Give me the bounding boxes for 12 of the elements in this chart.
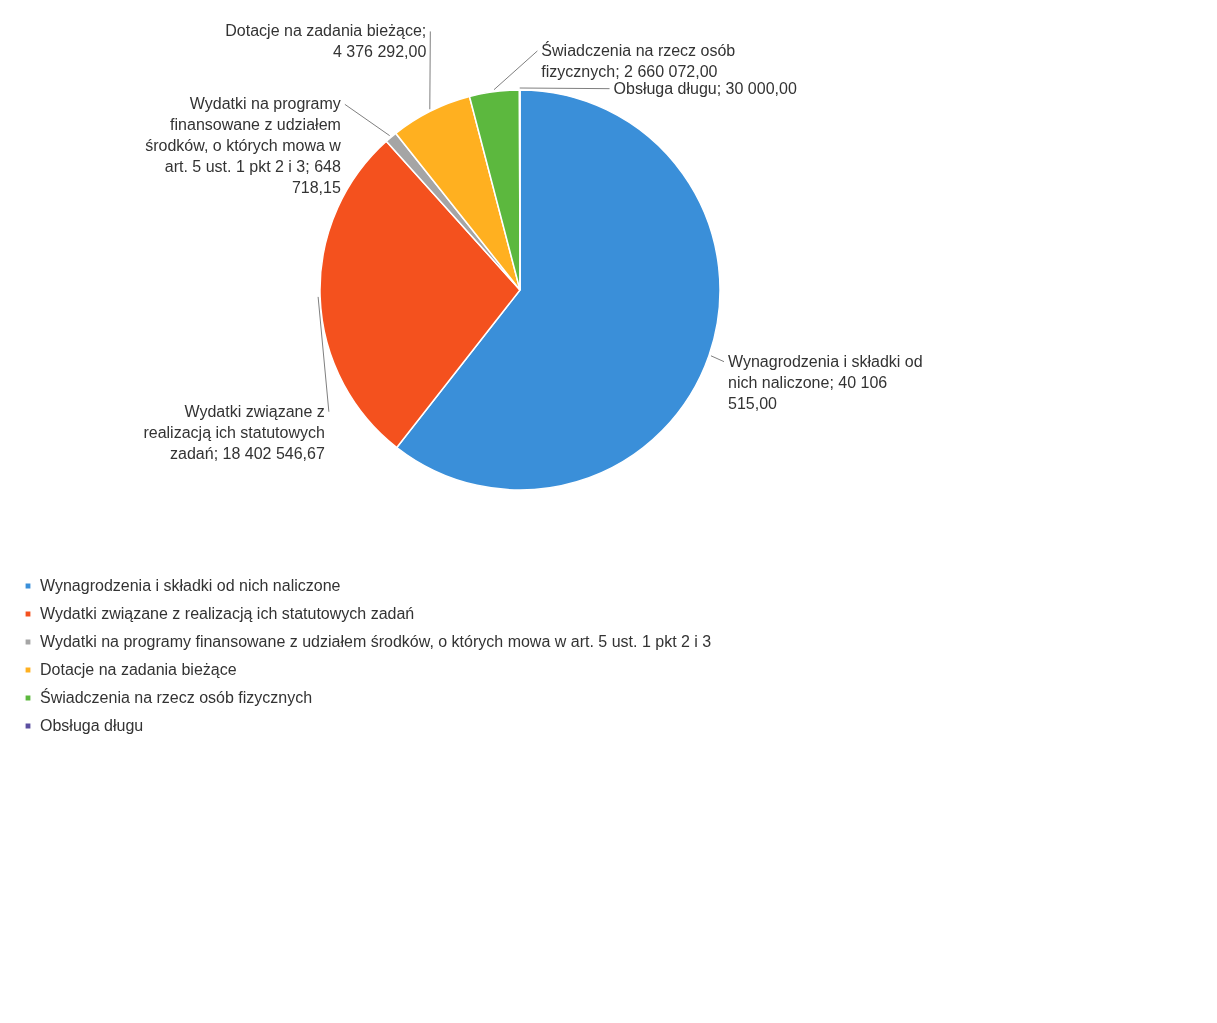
data-label: Wydatki na programy finansowane z udziałem środków, o których mowa w art. 5 ust. 1 pkt 2 i 3; 648 718,15: [145, 95, 342, 197]
legend-label: Świadczenia na rzecz osób fizycznych: [40, 688, 313, 706]
data-label: Świadczenia na rzecz osób fizycznych; 2 660 072,00: [541, 40, 736, 80]
data-label: Wydatki związane z realizacją ich statutowych zadań; 18 402 546,67: [143, 402, 325, 462]
legend-label: Wydatki na programy finansowane z udziałem środków, o których mowa w art. 5 ust. 1 pkt 2 i 3: [40, 633, 712, 650]
legend-label: Wydatki związane z realizacją ich statutowych zadań: [40, 605, 415, 622]
legend-label: Dotacje na zadania bieżące: [40, 661, 237, 678]
data-label: Obsługa długu; 30 000,00: [613, 79, 797, 97]
data-label: Wynagrodzenia i składki od nich naliczone; 40 106 515,00: [728, 352, 923, 412]
legend-label: Wynagrodzenia i składki od nich naliczone: [40, 577, 341, 594]
data-label: Dotacje na zadania bieżące; 4 376 292,00: [225, 22, 427, 61]
legend-label: Obsługa długu: [40, 717, 144, 734]
